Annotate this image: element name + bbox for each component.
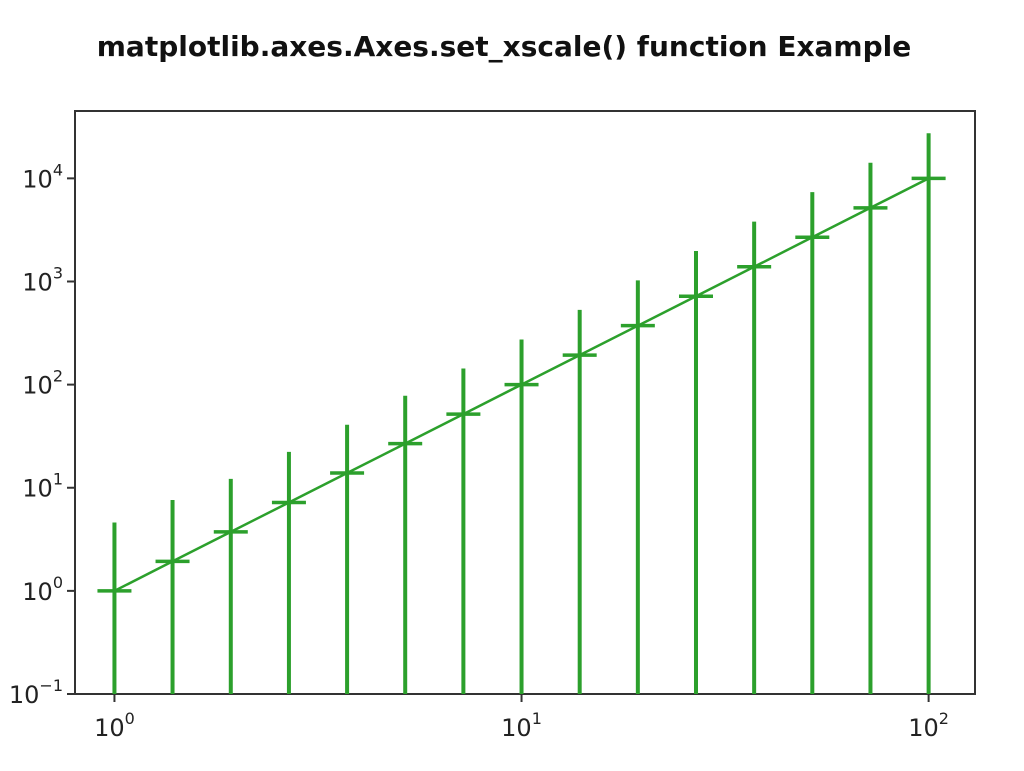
y-tick-label: 100 [22,573,63,606]
y-tick-exponent: −1 [39,676,63,695]
y-tick-exponent: 1 [53,470,63,489]
x-tick-label: 102 [908,709,949,742]
x-tick-base: 10 [501,714,532,742]
y-tick-base: 10 [22,268,53,296]
y-tick-base: 10 [9,681,40,709]
y-tick-exponent: 3 [53,263,63,282]
errorbars [112,133,931,694]
x-tick-label: 100 [94,709,135,742]
y-tick-base: 10 [22,578,53,606]
x-tick-exponent: 1 [532,709,542,728]
y-tick-label: 102 [22,367,63,400]
markers [97,176,946,593]
y-tick-label: 101 [22,470,63,503]
plot-area [74,110,976,695]
x-axis-ticks: 100 101 102 [94,694,949,742]
axes-frame [74,110,976,695]
x-tick-exponent: 0 [125,709,135,728]
y-tick-label: 10−1 [9,676,63,709]
y-tick-exponent: 2 [53,367,63,386]
y-tick-exponent: 0 [53,573,63,592]
x-tick-base: 10 [908,714,939,742]
x-tick-base: 10 [94,714,125,742]
y-tick-base: 10 [22,372,53,400]
chart-title: matplotlib.axes.Axes.set_xscale() functi… [97,30,912,63]
x-tick-label: 101 [501,709,542,742]
y-tick-base: 10 [22,475,53,503]
x-tick-exponent: 2 [939,709,949,728]
y-tick-label: 103 [22,263,63,296]
y-tick-label: 104 [22,160,63,193]
y-tick-exponent: 4 [53,160,63,179]
y-tick-base: 10 [22,165,53,193]
